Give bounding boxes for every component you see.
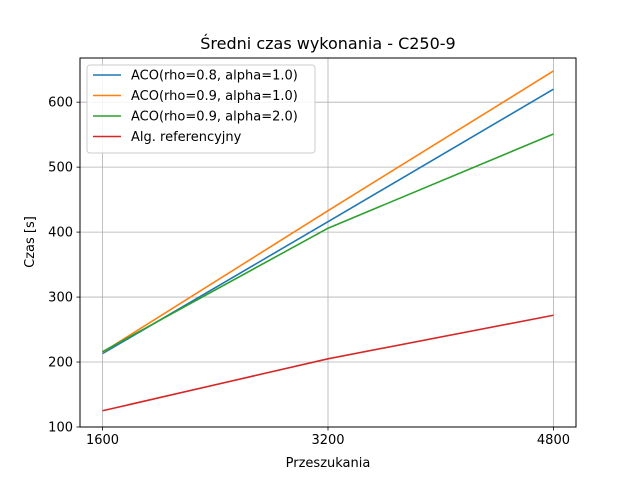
x-tick-label: 4800 — [537, 433, 570, 448]
legend-box — [86, 64, 316, 154]
y-axis: 100 200 300 400 500 600 — [48, 96, 80, 436]
y-tick-label: 400 — [48, 226, 73, 241]
x-tick-label: 1600 — [86, 433, 119, 448]
legend: ACO(rho=0.8, alpha=1.0) ACO(rho=0.9, alph… — [86, 64, 316, 154]
series-line-3 — [102, 133, 554, 353]
legend-label-3: ACO(rho=0.9, alpha=2.0) — [131, 110, 298, 125]
y-axis-label: Czas [s] — [23, 216, 38, 268]
x-axis: 1600 3200 4800 — [86, 427, 570, 448]
series-lines — [102, 70, 554, 412]
y-tick-label: 200 — [48, 356, 73, 371]
series-line-4 — [102, 314, 554, 412]
y-tick-label: 500 — [48, 161, 73, 176]
y-tick-label: 600 — [48, 96, 73, 111]
series-line-2 — [102, 70, 554, 353]
chart-title: Średni czas wykonania - C250-9 — [200, 34, 455, 53]
x-axis-label: Przeszukania — [286, 456, 371, 471]
legend-label-1: ACO(rho=0.8, alpha=1.0) — [131, 69, 298, 84]
legend-label-4: Alg. referencyjny — [131, 130, 242, 145]
y-tick-label: 100 — [48, 421, 73, 436]
x-tick-label: 3200 — [311, 433, 344, 448]
y-tick-label: 300 — [48, 291, 73, 306]
legend-label-2: ACO(rho=0.9, alpha=1.0) — [131, 89, 298, 104]
